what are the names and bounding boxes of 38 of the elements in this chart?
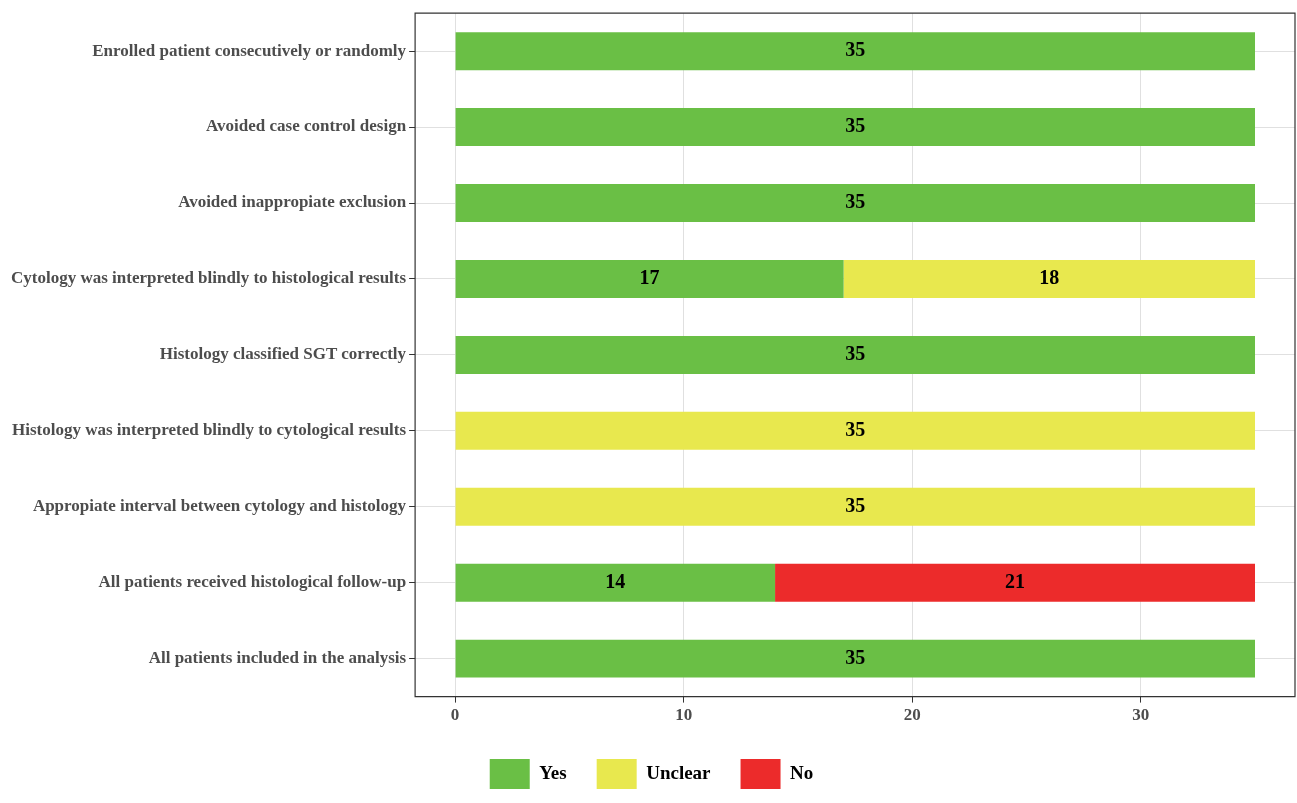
data-label: 35 <box>845 418 866 441</box>
legend-label: No <box>790 761 814 783</box>
bar <box>455 487 1256 526</box>
bar <box>455 411 1256 450</box>
x-tick-label: 0 <box>450 705 460 725</box>
y-tick-label: All patients received histological follow-up <box>98 572 407 592</box>
x-tick-label: 30 <box>1132 705 1150 725</box>
bar <box>455 563 776 602</box>
data-label: 35 <box>845 342 866 365</box>
bar <box>775 563 1256 602</box>
data-label: 21 <box>1005 569 1026 592</box>
data-label: 35 <box>845 38 866 61</box>
bar <box>843 259 1256 298</box>
data-label: 35 <box>845 493 866 516</box>
bar <box>455 639 1256 678</box>
data-label: 35 <box>845 645 866 668</box>
data-label: 18 <box>1039 266 1060 289</box>
x-tick-label: 10 <box>675 705 693 725</box>
bar <box>455 184 1256 223</box>
data-label: 17 <box>639 266 660 289</box>
y-tick-label: All patients included in the analysis <box>148 648 407 668</box>
y-tick-label: Histology classified SGT correctly <box>159 344 407 364</box>
y-tick-label: Appropiate interval between cytology and histology <box>32 496 407 516</box>
data-label: 14 <box>605 569 626 592</box>
y-tick-label: Histology was interpreted blindly to cytological results <box>11 420 407 440</box>
y-tick-label: Avoided case control design <box>206 116 407 136</box>
legend-label: Yes <box>539 761 567 783</box>
data-label: 35 <box>845 190 866 213</box>
bar <box>455 335 1256 374</box>
data-label: 35 <box>845 114 866 137</box>
y-tick-label: Avoided inappropiate exclusion <box>178 192 407 212</box>
x-tick-label: 20 <box>903 705 921 725</box>
legend-label: Unclear <box>646 761 712 783</box>
bar <box>455 108 1256 147</box>
bar <box>455 259 844 298</box>
bar <box>455 32 1256 71</box>
y-tick-label: Cytology was interpreted blindly to histological results <box>10 268 407 288</box>
y-tick-label: Enrolled patient consecutively or randomly <box>92 40 407 60</box>
